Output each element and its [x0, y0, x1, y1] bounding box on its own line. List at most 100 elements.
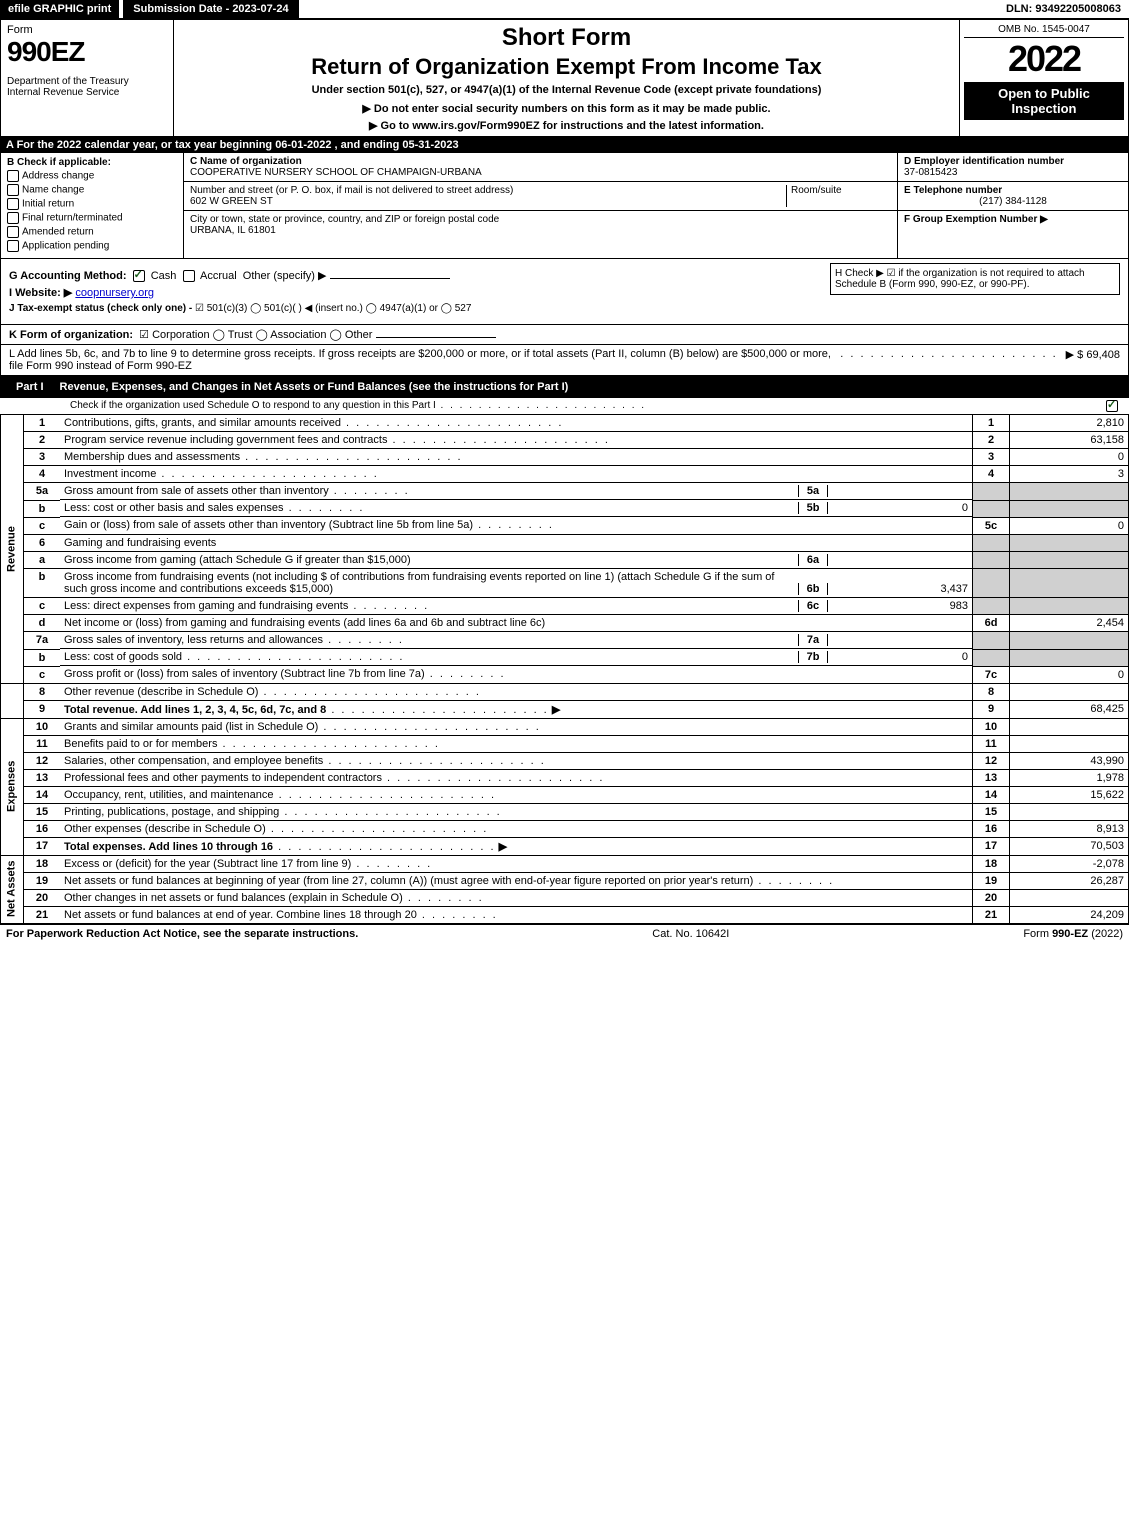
- section-bcdef: B Check if applicable: Address change Na…: [0, 153, 1129, 259]
- check-application-pending[interactable]: Application pending: [7, 240, 177, 252]
- line-6b: b Gross income from fundraising events (…: [1, 569, 1129, 598]
- footer-center: Cat. No. 10642I: [652, 928, 729, 940]
- tel-row: E Telephone number (217) 384-1128: [898, 182, 1128, 211]
- line-18: Net Assets 18 Excess or (deficit) for th…: [1, 855, 1129, 872]
- room-label: Room/suite: [791, 185, 842, 196]
- goto-text[interactable]: ▶ Go to www.irs.gov/Form990EZ for instru…: [369, 120, 764, 132]
- street-value: 602 W GREEN ST: [190, 196, 273, 207]
- line-10: Expenses 10 Grants and similar amounts p…: [1, 718, 1129, 735]
- k-other-field[interactable]: [376, 337, 496, 338]
- return-title: Return of Organization Exempt From Incom…: [182, 54, 951, 80]
- part1-sub-text: Check if the organization used Schedule …: [70, 400, 1106, 412]
- line-1: Revenue 1 Contributions, gifts, grants, …: [1, 415, 1129, 432]
- line-7a: 7a Gross sales of inventory, less return…: [1, 632, 1129, 650]
- part1-label: Part I: [8, 379, 52, 395]
- line-5b: b Less: cost or other basis and sales ex…: [1, 500, 1129, 517]
- short-form-title: Short Form: [182, 24, 951, 52]
- group-label: F Group Exemption Number ▶: [904, 214, 1048, 225]
- j-label: J Tax-exempt status (check only one) -: [9, 303, 195, 314]
- omb-number: OMB No. 1545-0047: [964, 24, 1124, 38]
- department: Department of the Treasury Internal Reve…: [7, 76, 167, 98]
- expenses-sidelabel: Expenses: [1, 718, 24, 855]
- accrual-label: Accrual: [200, 270, 237, 282]
- col-b-title: B Check if applicable:: [7, 157, 177, 168]
- col-c: C Name of organization COOPERATIVE NURSE…: [184, 153, 897, 258]
- line-7b: b Less: cost of goods sold7b0: [1, 649, 1129, 666]
- ein-label: D Employer identification number: [904, 156, 1064, 167]
- section-ghi: H Check ▶ ☑ if the organization is not r…: [0, 259, 1129, 325]
- section-k: K Form of organization: ☑ Corporation ◯ …: [1, 325, 1128, 345]
- efile-label[interactable]: efile GRAPHIC print: [0, 0, 119, 18]
- goto-link: ▶ Go to www.irs.gov/Form990EZ for instru…: [182, 119, 951, 132]
- under-section: Under section 501(c), 527, or 4947(a)(1)…: [182, 84, 951, 96]
- accrual-checkbox[interactable]: [183, 270, 195, 282]
- line-6c: c Less: direct expenses from gaming and …: [1, 598, 1129, 615]
- tel-value: (217) 384-1128: [904, 196, 1122, 207]
- org-name-row: C Name of organization COOPERATIVE NURSE…: [184, 153, 897, 182]
- org-name-label: C Name of organization: [190, 156, 302, 167]
- form-word: Form: [7, 24, 167, 36]
- ein-value: 37-0815423: [904, 167, 957, 178]
- check-initial-return[interactable]: Initial return: [7, 198, 177, 210]
- org-name: COOPERATIVE NURSERY SCHOOL OF CHAMPAIGN-…: [190, 167, 482, 178]
- line-13: 13 Professional fees and other payments …: [1, 769, 1129, 786]
- section-j: J Tax-exempt status (check only one) - ☑…: [9, 303, 1120, 314]
- check-final-return[interactable]: Final return/terminated: [7, 212, 177, 224]
- g-label: G Accounting Method:: [9, 270, 127, 282]
- city-value: URBANA, IL 61801: [190, 225, 276, 236]
- do-not-enter: ▶ Do not enter social security numbers o…: [182, 102, 951, 115]
- part1-title: Revenue, Expenses, and Changes in Net As…: [60, 381, 569, 393]
- tax-year: 2022: [964, 38, 1124, 80]
- section-h: H Check ▶ ☑ if the organization is not r…: [830, 263, 1120, 295]
- l-text: L Add lines 5b, 6c, and 7b to line 9 to …: [9, 348, 840, 372]
- part1-sub: Check if the organization used Schedule …: [0, 398, 1129, 415]
- line-21: 21 Net assets or fund balances at end of…: [1, 906, 1129, 923]
- footer-right: Form 990-EZ (2022): [1023, 928, 1123, 940]
- section-kl: K Form of organization: ☑ Corporation ◯ …: [0, 325, 1129, 376]
- check-amended-return[interactable]: Amended return: [7, 226, 177, 238]
- section-h-text: H Check ▶ ☑ if the organization is not r…: [835, 268, 1085, 290]
- schedule-o-checkbox[interactable]: [1106, 400, 1118, 412]
- line-11: 11 Benefits paid to or for members 11: [1, 735, 1129, 752]
- open-public: Open to Public Inspection: [964, 82, 1124, 120]
- line-4: 4 Investment income 4 3: [1, 466, 1129, 483]
- line-6: 6 Gaming and fundraising events: [1, 534, 1129, 551]
- form-header: Form 990EZ Department of the Treasury In…: [0, 19, 1129, 137]
- line-5c: c Gain or (loss) from sale of assets oth…: [1, 517, 1129, 534]
- cash-label: Cash: [151, 270, 177, 282]
- row-a: A For the 2022 calendar year, or tax yea…: [0, 137, 1129, 153]
- line-3: 3 Membership dues and assessments 3 0: [1, 449, 1129, 466]
- top-bar: efile GRAPHIC print Submission Date - 20…: [0, 0, 1129, 19]
- street-row: Number and street (or P. O. box, if mail…: [184, 182, 897, 211]
- k-options: ☑ Corporation ◯ Trust ◯ Association ◯ Ot…: [139, 329, 372, 341]
- dln: DLN: 93492205008063: [998, 0, 1129, 18]
- footer: For Paperwork Reduction Act Notice, see …: [0, 924, 1129, 943]
- check-name-change[interactable]: Name change: [7, 184, 177, 196]
- k-label: K Form of organization:: [9, 329, 133, 341]
- website-link[interactable]: coopnursery.org: [75, 287, 154, 299]
- line-5a: 5a Gross amount from sale of assets othe…: [1, 483, 1129, 501]
- line-19: 19 Net assets or fund balances at beginn…: [1, 872, 1129, 889]
- submission-date: Submission Date - 2023-07-24: [123, 0, 298, 18]
- line-7c: c Gross profit or (loss) from sales of i…: [1, 666, 1129, 683]
- tel-label: E Telephone number: [904, 185, 1002, 196]
- other-label: Other (specify) ▶: [243, 270, 327, 282]
- line-6a: a Gross income from gaming (attach Sched…: [1, 551, 1129, 569]
- l-amount: ▶ $ 69,408: [1066, 348, 1120, 372]
- line-12: 12 Salaries, other compensation, and emp…: [1, 752, 1129, 769]
- header-right: OMB No. 1545-0047 2022 Open to Public In…: [960, 20, 1128, 136]
- check-address-change[interactable]: Address change: [7, 170, 177, 182]
- footer-left: For Paperwork Reduction Act Notice, see …: [6, 928, 358, 940]
- line-15: 15 Printing, publications, postage, and …: [1, 803, 1129, 820]
- cash-checkbox[interactable]: [133, 270, 145, 282]
- line-9: 9 Total revenue. Add lines 1, 2, 3, 4, 5…: [1, 700, 1129, 718]
- header-center: Short Form Return of Organization Exempt…: [174, 20, 960, 136]
- i-label: I Website: ▶: [9, 287, 72, 299]
- header-left: Form 990EZ Department of the Treasury In…: [1, 20, 174, 136]
- other-field[interactable]: [330, 278, 450, 279]
- line-14: 14 Occupancy, rent, utilities, and maint…: [1, 786, 1129, 803]
- city-row: City or town, state or province, country…: [184, 211, 897, 239]
- j-options: ☑ 501(c)(3) ◯ 501(c)( ) ◀ (insert no.) ◯…: [195, 303, 471, 314]
- group-row: F Group Exemption Number ▶: [898, 211, 1128, 228]
- line-6d: d Net income or (loss) from gaming and f…: [1, 615, 1129, 632]
